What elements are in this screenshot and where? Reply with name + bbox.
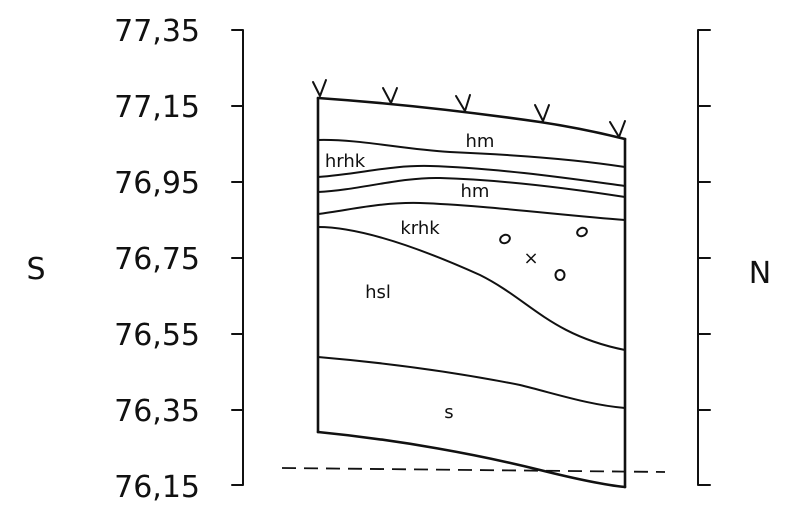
layer-label-hrhk: hrhk: [325, 151, 366, 172]
groundwater-level-line: [281, 467, 666, 473]
profile-frame: [316, 96, 627, 489]
layer-boundaries: [317, 138, 626, 409]
layer-labels: hm hrhk hm krhk hsl s: [325, 131, 495, 423]
right-elevation-scale: [697, 29, 711, 486]
layer-label-hm-upper: hm: [466, 131, 495, 152]
elevation-tick-label: 76,75: [114, 242, 200, 277]
layer-label-hm-lower: hm: [461, 181, 490, 202]
south-label: S: [26, 252, 45, 287]
grass-icon: [312, 79, 327, 97]
elevation-tick-label: 77,35: [114, 14, 200, 49]
boundary-hrhk-hm: [317, 164, 626, 187]
elevation-tick-label: 76,15: [114, 470, 200, 505]
layer-label-krhk: krhk: [400, 218, 440, 239]
elevation-tick-label: 76,95: [114, 166, 200, 201]
grass-icon: [534, 104, 550, 122]
stone-icon: [554, 269, 566, 281]
ground-surface-line: [316, 96, 627, 141]
boundary-hm-lower-top: [317, 176, 626, 198]
north-label: N: [749, 256, 771, 291]
grass-icon: [609, 120, 626, 138]
left-elevation-scale: 77,35 77,15 76,95 76,75 76,55 76,35 76,1…: [114, 14, 244, 505]
elevation-tick-label: 76,35: [114, 394, 200, 429]
stone-icon: [499, 233, 511, 245]
grass-icon: [382, 87, 398, 104]
elevation-tick-label: 77,15: [114, 90, 200, 125]
vegetation-symbols: [312, 79, 626, 138]
stone-icon: [576, 226, 588, 238]
boundary-hm-hrhk: [317, 138, 626, 168]
layer-label-hsl: hsl: [365, 282, 391, 303]
boundary-hsl-s: [317, 356, 626, 409]
boundary-krhk-hsl: [317, 226, 626, 351]
profile-bottom-line: [316, 430, 627, 489]
elevation-tick-label: 76,55: [114, 318, 200, 353]
layer-label-s: s: [444, 402, 453, 423]
cross-icon: ×: [523, 248, 538, 269]
boundary-hm-krhk: [317, 201, 626, 221]
grass-icon: [455, 94, 471, 112]
inclusion-symbols: ×: [499, 226, 588, 281]
